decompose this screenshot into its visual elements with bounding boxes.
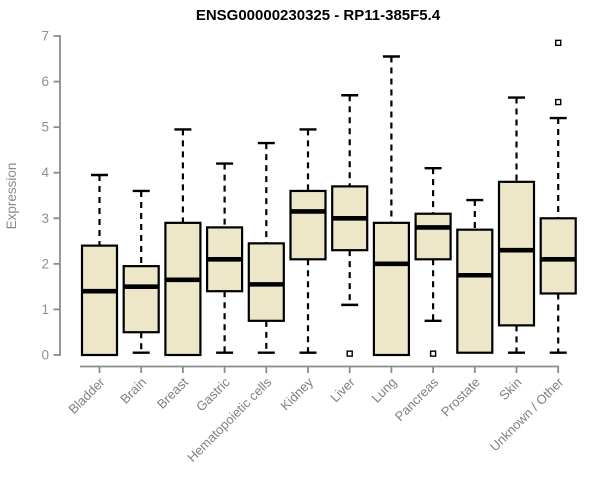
y-tick-label: 1 xyxy=(41,302,49,317)
x-category-label-prostate: Prostate xyxy=(438,375,483,420)
y-tick-label: 2 xyxy=(41,256,49,271)
outlier-point xyxy=(555,98,562,106)
y-tick-label: 3 xyxy=(41,211,49,226)
x-category-label-kidney: Kidney xyxy=(277,374,316,413)
x-category-label-brain: Brain xyxy=(117,375,149,407)
box-breast xyxy=(164,128,202,357)
outlier-point xyxy=(555,39,562,47)
y-tick-label: 0 xyxy=(41,348,49,363)
box-bladder xyxy=(80,173,119,357)
x-category-label-bladder: Bladder xyxy=(65,374,108,417)
x-category-label-pancreas: Pancreas xyxy=(392,374,442,424)
y-tick-label: 5 xyxy=(41,120,49,135)
x-category-label-lung: Lung xyxy=(368,375,399,406)
x-category-label-skin: Skin xyxy=(496,375,524,403)
iqr-box xyxy=(80,244,119,357)
box-liver xyxy=(331,94,369,357)
iqr-box xyxy=(122,265,160,334)
iqr-box xyxy=(372,221,410,357)
box-gastric xyxy=(206,162,244,354)
box-unknown-other xyxy=(539,39,577,354)
box-hematopoietic-cells xyxy=(247,141,285,354)
y-tick-label: 6 xyxy=(41,74,49,89)
outlier-point xyxy=(429,350,437,357)
iqr-box xyxy=(414,212,452,261)
box-pancreas xyxy=(414,166,452,357)
x-category-label-gastric: Gastric xyxy=(193,374,233,414)
x-category-label-breast: Breast xyxy=(154,374,191,411)
y-tick-label: 4 xyxy=(41,165,49,180)
box-prostate xyxy=(456,198,494,354)
iqr-box xyxy=(289,189,327,261)
x-category-label-unknown-other: Unknown / Other xyxy=(487,374,567,454)
iqr-box xyxy=(456,228,494,354)
outlier-point xyxy=(346,350,353,357)
y-tick-label: 7 xyxy=(41,29,49,44)
y-axis-label: Expression xyxy=(4,163,19,230)
x-category-label-liver: Liver xyxy=(327,374,358,405)
box-lung xyxy=(372,55,410,357)
box-brain xyxy=(122,189,160,354)
box-kidney xyxy=(289,128,327,354)
chart-title: ENSG00000230325 - RP11-385F5.4 xyxy=(196,7,441,24)
iqr-box xyxy=(164,221,202,357)
iqr-box xyxy=(539,217,577,295)
box-skin xyxy=(497,96,536,354)
iqr-box xyxy=(497,180,536,327)
